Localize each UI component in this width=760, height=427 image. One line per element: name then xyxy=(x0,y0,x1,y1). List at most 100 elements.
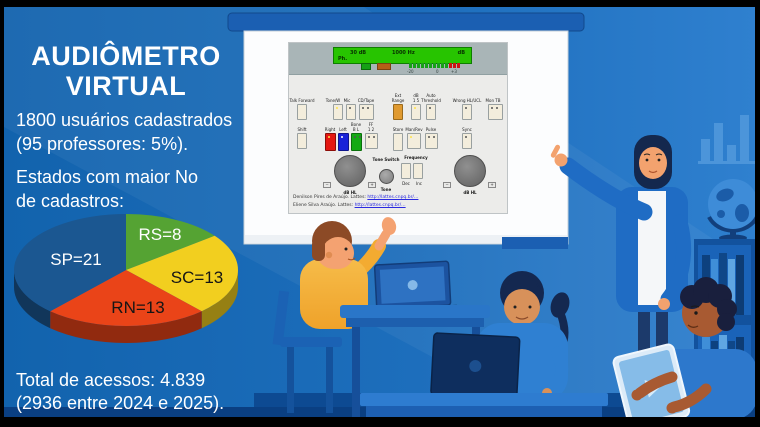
left-label: Left xyxy=(339,127,347,132)
pie-slice-side-SP xyxy=(14,270,51,329)
right-db-minus-button[interactable]: − xyxy=(443,182,451,188)
store-button[interactable] xyxy=(393,133,403,151)
lcd-frequency: 1000 Hz xyxy=(392,50,415,56)
lcd-mode: Ph. xyxy=(338,56,348,62)
sync-label: Sync xyxy=(462,127,472,132)
shift-button[interactable] xyxy=(297,133,307,149)
db-step-button[interactable] xyxy=(411,104,421,120)
pulse-button[interactable] xyxy=(425,133,438,149)
page-title: AUDIÔMETRO VIRTUAL xyxy=(18,41,234,101)
tone-switch-knob[interactable] xyxy=(379,169,394,184)
dec-label: Dec xyxy=(402,181,410,186)
tone-warble-button[interactable] xyxy=(333,104,343,120)
vu-segment xyxy=(437,63,440,68)
pie-slice-RS xyxy=(126,214,215,270)
tone-warble-label: Tone/W xyxy=(325,98,341,103)
wrong-hl-ucl-button[interactable] xyxy=(462,104,472,120)
desk-2 xyxy=(360,332,608,417)
vu-scale-max: +3 xyxy=(451,69,457,74)
states-heading-line1: Estados com maior No xyxy=(16,167,199,187)
lcd-level: 30 dB xyxy=(350,50,367,56)
free-field-button[interactable] xyxy=(365,133,378,149)
man-rev-button[interactable] xyxy=(407,133,421,149)
pie-slice-SC xyxy=(126,235,238,312)
pulse-label: Pulse xyxy=(425,127,437,132)
store-label: Store xyxy=(392,127,404,132)
green-led xyxy=(361,63,371,70)
credit-line-1: Denilson Pires de Araújo. Lattes: http:/… xyxy=(293,195,418,200)
vu-segment xyxy=(417,63,420,68)
pie-label-rn: RN=13 xyxy=(111,298,165,317)
vu-meter xyxy=(409,63,460,68)
wrong-hl-ucl-label: Wrong HL/UCL xyxy=(452,98,482,103)
ext-range-label: Ext Range xyxy=(391,93,405,103)
frequency-inc-button[interactable] xyxy=(413,163,423,179)
man-rev-label: Man/Rev xyxy=(405,127,423,132)
mic-button[interactable] xyxy=(346,104,356,120)
right-ear-button[interactable] xyxy=(325,133,336,151)
vu-segment xyxy=(425,63,428,68)
states-heading: Estados com maior No de cadastros: xyxy=(16,165,198,213)
auto-threshold-label: Auto Threshold xyxy=(421,93,441,103)
shift-label: Shift xyxy=(297,127,307,132)
talk-forward-button[interactable] xyxy=(297,104,307,120)
vu-segment xyxy=(445,63,448,68)
vu-segment xyxy=(433,63,436,68)
talk-forward-label: Talk Forward xyxy=(289,98,315,103)
pie-label-sc: SC=13 xyxy=(170,268,224,287)
credit-1-name: Denilson Pires de Araújo. Lattes: xyxy=(293,195,366,200)
slide: AUDIÔMETRO VIRTUAL 1800 usuários cadastr… xyxy=(4,7,755,417)
student-tablet xyxy=(612,277,755,417)
right-db-hl-knob[interactable] xyxy=(454,155,486,187)
auto-threshold-button[interactable] xyxy=(426,104,436,120)
chair xyxy=(272,290,342,413)
stats-users-line2: (95 professores: 5%). xyxy=(16,134,189,154)
total-access-line1: Total de acessos: 4.839 xyxy=(16,370,206,390)
credit-line-2: Eliene Silva Araújo. Lattes: http://latt… xyxy=(293,203,406,208)
vu-scale-mid: 0 xyxy=(436,69,439,74)
orange-led xyxy=(377,63,391,70)
ext-range-button[interactable] xyxy=(393,104,403,120)
pie-slice-side-RN xyxy=(50,311,202,343)
lcd-unit: dB xyxy=(457,50,465,56)
left-db-minus-button[interactable]: − xyxy=(323,182,331,188)
pie-slice-side-SC xyxy=(201,270,238,329)
pie-label-rs: RS=8 xyxy=(138,225,182,244)
cd-tape-label: CD/Tape xyxy=(357,98,375,103)
right-label: Right xyxy=(324,127,336,132)
sync-button[interactable] xyxy=(462,133,472,149)
left-db-plus-button[interactable]: + xyxy=(368,182,376,188)
stats-users-line1: 1800 usuários cadastrados xyxy=(16,110,233,130)
cd-tape-button[interactable] xyxy=(359,104,374,120)
bar-chart-icon xyxy=(698,115,755,164)
audiometer-panel: 30 dB 1000 Hz dB Ph. -20 0 +3 Talk Forwa… xyxy=(288,42,508,214)
pie-chart-svg xyxy=(14,214,238,343)
left-ear-button[interactable] xyxy=(338,133,349,151)
total-access-line2: (2936 entre 2024 e 2025). xyxy=(16,393,225,413)
vu-segment xyxy=(457,63,460,68)
title-line1: AUDIÔMETRO xyxy=(31,41,221,71)
right-db-plus-button[interactable]: + xyxy=(488,182,496,188)
credit-2-name: Eliene Silva Araújo. Lattes: xyxy=(293,203,354,208)
credit-2-link[interactable]: http://lattes.cnpq.br/… xyxy=(354,203,406,208)
credit-1-link[interactable]: http://lattes.cnpq.br/… xyxy=(367,195,419,200)
curly-hair xyxy=(680,277,737,331)
left-db-hl-knob[interactable] xyxy=(334,155,366,187)
mon-tb-button[interactable] xyxy=(488,104,503,120)
frequency-label: Frequency xyxy=(404,155,428,160)
states-heading-line2: de cadastros: xyxy=(16,191,125,211)
pie-slice-RN xyxy=(50,270,202,326)
stats-users: 1800 usuários cadastrados (95 professore… xyxy=(16,108,232,156)
right-db-hl-label: dB HL xyxy=(463,190,477,195)
tone-label: Tone xyxy=(380,187,392,192)
vu-segment xyxy=(449,63,452,68)
bone-label: Bone B L xyxy=(350,122,362,132)
title-line2: VIRTUAL xyxy=(65,71,187,101)
vu-scale-min: -20 xyxy=(407,69,414,74)
audiometer-header: 30 dB 1000 Hz dB Ph. -20 0 +3 xyxy=(289,43,507,75)
vu-segment xyxy=(453,63,456,68)
tone-switch-label: Tone Switch xyxy=(372,157,400,162)
bone-button[interactable] xyxy=(351,133,362,151)
vu-segment xyxy=(421,63,424,68)
frequency-dec-button[interactable] xyxy=(401,163,411,179)
